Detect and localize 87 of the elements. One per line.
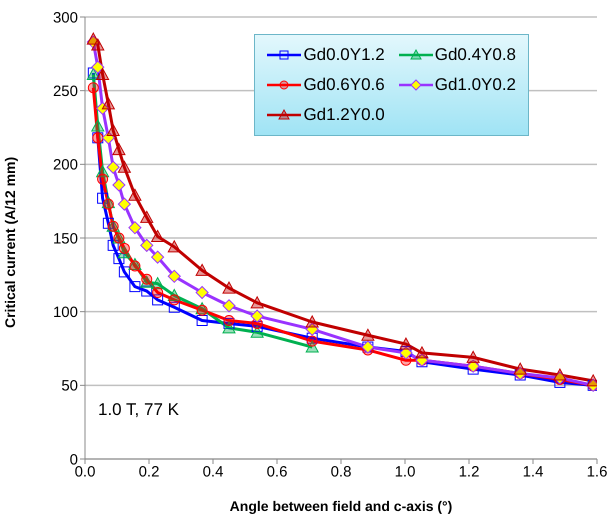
point xyxy=(224,315,234,326)
point xyxy=(106,160,120,174)
point xyxy=(140,238,154,252)
point xyxy=(196,304,208,316)
x-tick-label: 1.6 xyxy=(586,464,608,481)
point xyxy=(102,97,115,110)
legend-label: Gd1.0Y0.2 xyxy=(434,75,516,95)
y-tick-label: 200 xyxy=(52,156,78,174)
point xyxy=(415,346,428,358)
point xyxy=(91,38,104,50)
point xyxy=(106,124,120,136)
point xyxy=(151,230,164,242)
point xyxy=(118,160,131,173)
point xyxy=(108,240,119,251)
point xyxy=(113,253,124,264)
point xyxy=(91,60,104,74)
point xyxy=(129,281,140,292)
point xyxy=(250,296,264,308)
point xyxy=(399,338,412,350)
point xyxy=(102,131,115,144)
point xyxy=(252,320,263,332)
legend-label: Gd0.6Y0.6 xyxy=(303,75,385,95)
point xyxy=(514,362,527,375)
point xyxy=(112,178,126,192)
point xyxy=(399,346,412,360)
point xyxy=(468,364,479,375)
point xyxy=(151,250,164,264)
legend-label: Gd0.4Y0.8 xyxy=(434,45,516,65)
point xyxy=(400,346,412,357)
point xyxy=(306,332,318,344)
x-tick-label: 1.4 xyxy=(522,464,544,481)
point xyxy=(141,274,152,285)
x-tick-label: 0.2 xyxy=(138,464,160,481)
point xyxy=(196,286,209,300)
point xyxy=(96,68,110,80)
point xyxy=(168,270,181,283)
x-tick-label: 1.0 xyxy=(394,464,416,481)
point xyxy=(553,368,566,381)
legend-label: Gd0.0Y1.2 xyxy=(303,45,385,65)
point xyxy=(88,82,99,94)
point xyxy=(196,315,208,326)
point xyxy=(118,242,130,254)
x-axis-title: Angle between field and c-axis (°) xyxy=(230,498,452,514)
y-axis-title: Critical current (A/12 mm) xyxy=(2,156,18,328)
point xyxy=(222,282,236,294)
point xyxy=(96,102,110,115)
legend-label: Gd1.2Y0.0 xyxy=(303,105,385,125)
point xyxy=(168,240,181,252)
point xyxy=(168,302,180,313)
x-tick-label: 1.2 xyxy=(458,464,480,481)
point xyxy=(102,218,114,229)
x-tick-label: 0.8 xyxy=(330,464,352,481)
point xyxy=(97,192,108,204)
point xyxy=(97,174,108,185)
point xyxy=(466,350,480,363)
x-tick-label: 0.0 xyxy=(74,464,96,481)
y-tick-label: 150 xyxy=(52,230,78,248)
y-tick-label: 250 xyxy=(52,82,78,100)
x-tick-label: 0.4 xyxy=(202,464,224,481)
point xyxy=(224,318,234,329)
point xyxy=(152,287,164,298)
point xyxy=(141,286,152,297)
point xyxy=(152,294,164,306)
point xyxy=(306,336,318,347)
point xyxy=(222,299,236,312)
annotation: 1.0 T, 77 K xyxy=(98,400,179,420)
y-tick-label: 100 xyxy=(52,304,78,321)
point xyxy=(140,210,154,223)
y-tick-label: 50 xyxy=(61,378,78,395)
point xyxy=(361,328,374,341)
point xyxy=(306,322,319,336)
x-tick-label: 0.6 xyxy=(266,464,288,481)
point xyxy=(128,221,142,234)
point xyxy=(196,264,209,276)
point xyxy=(91,120,104,132)
point xyxy=(553,371,566,384)
point xyxy=(128,188,142,201)
point xyxy=(306,315,319,328)
point xyxy=(168,294,180,306)
point xyxy=(118,266,130,278)
y-tick-label: 300 xyxy=(52,9,78,26)
point xyxy=(102,198,114,210)
point xyxy=(86,36,100,49)
point xyxy=(118,198,131,211)
point xyxy=(250,310,264,323)
point xyxy=(554,376,566,388)
point xyxy=(112,143,126,156)
